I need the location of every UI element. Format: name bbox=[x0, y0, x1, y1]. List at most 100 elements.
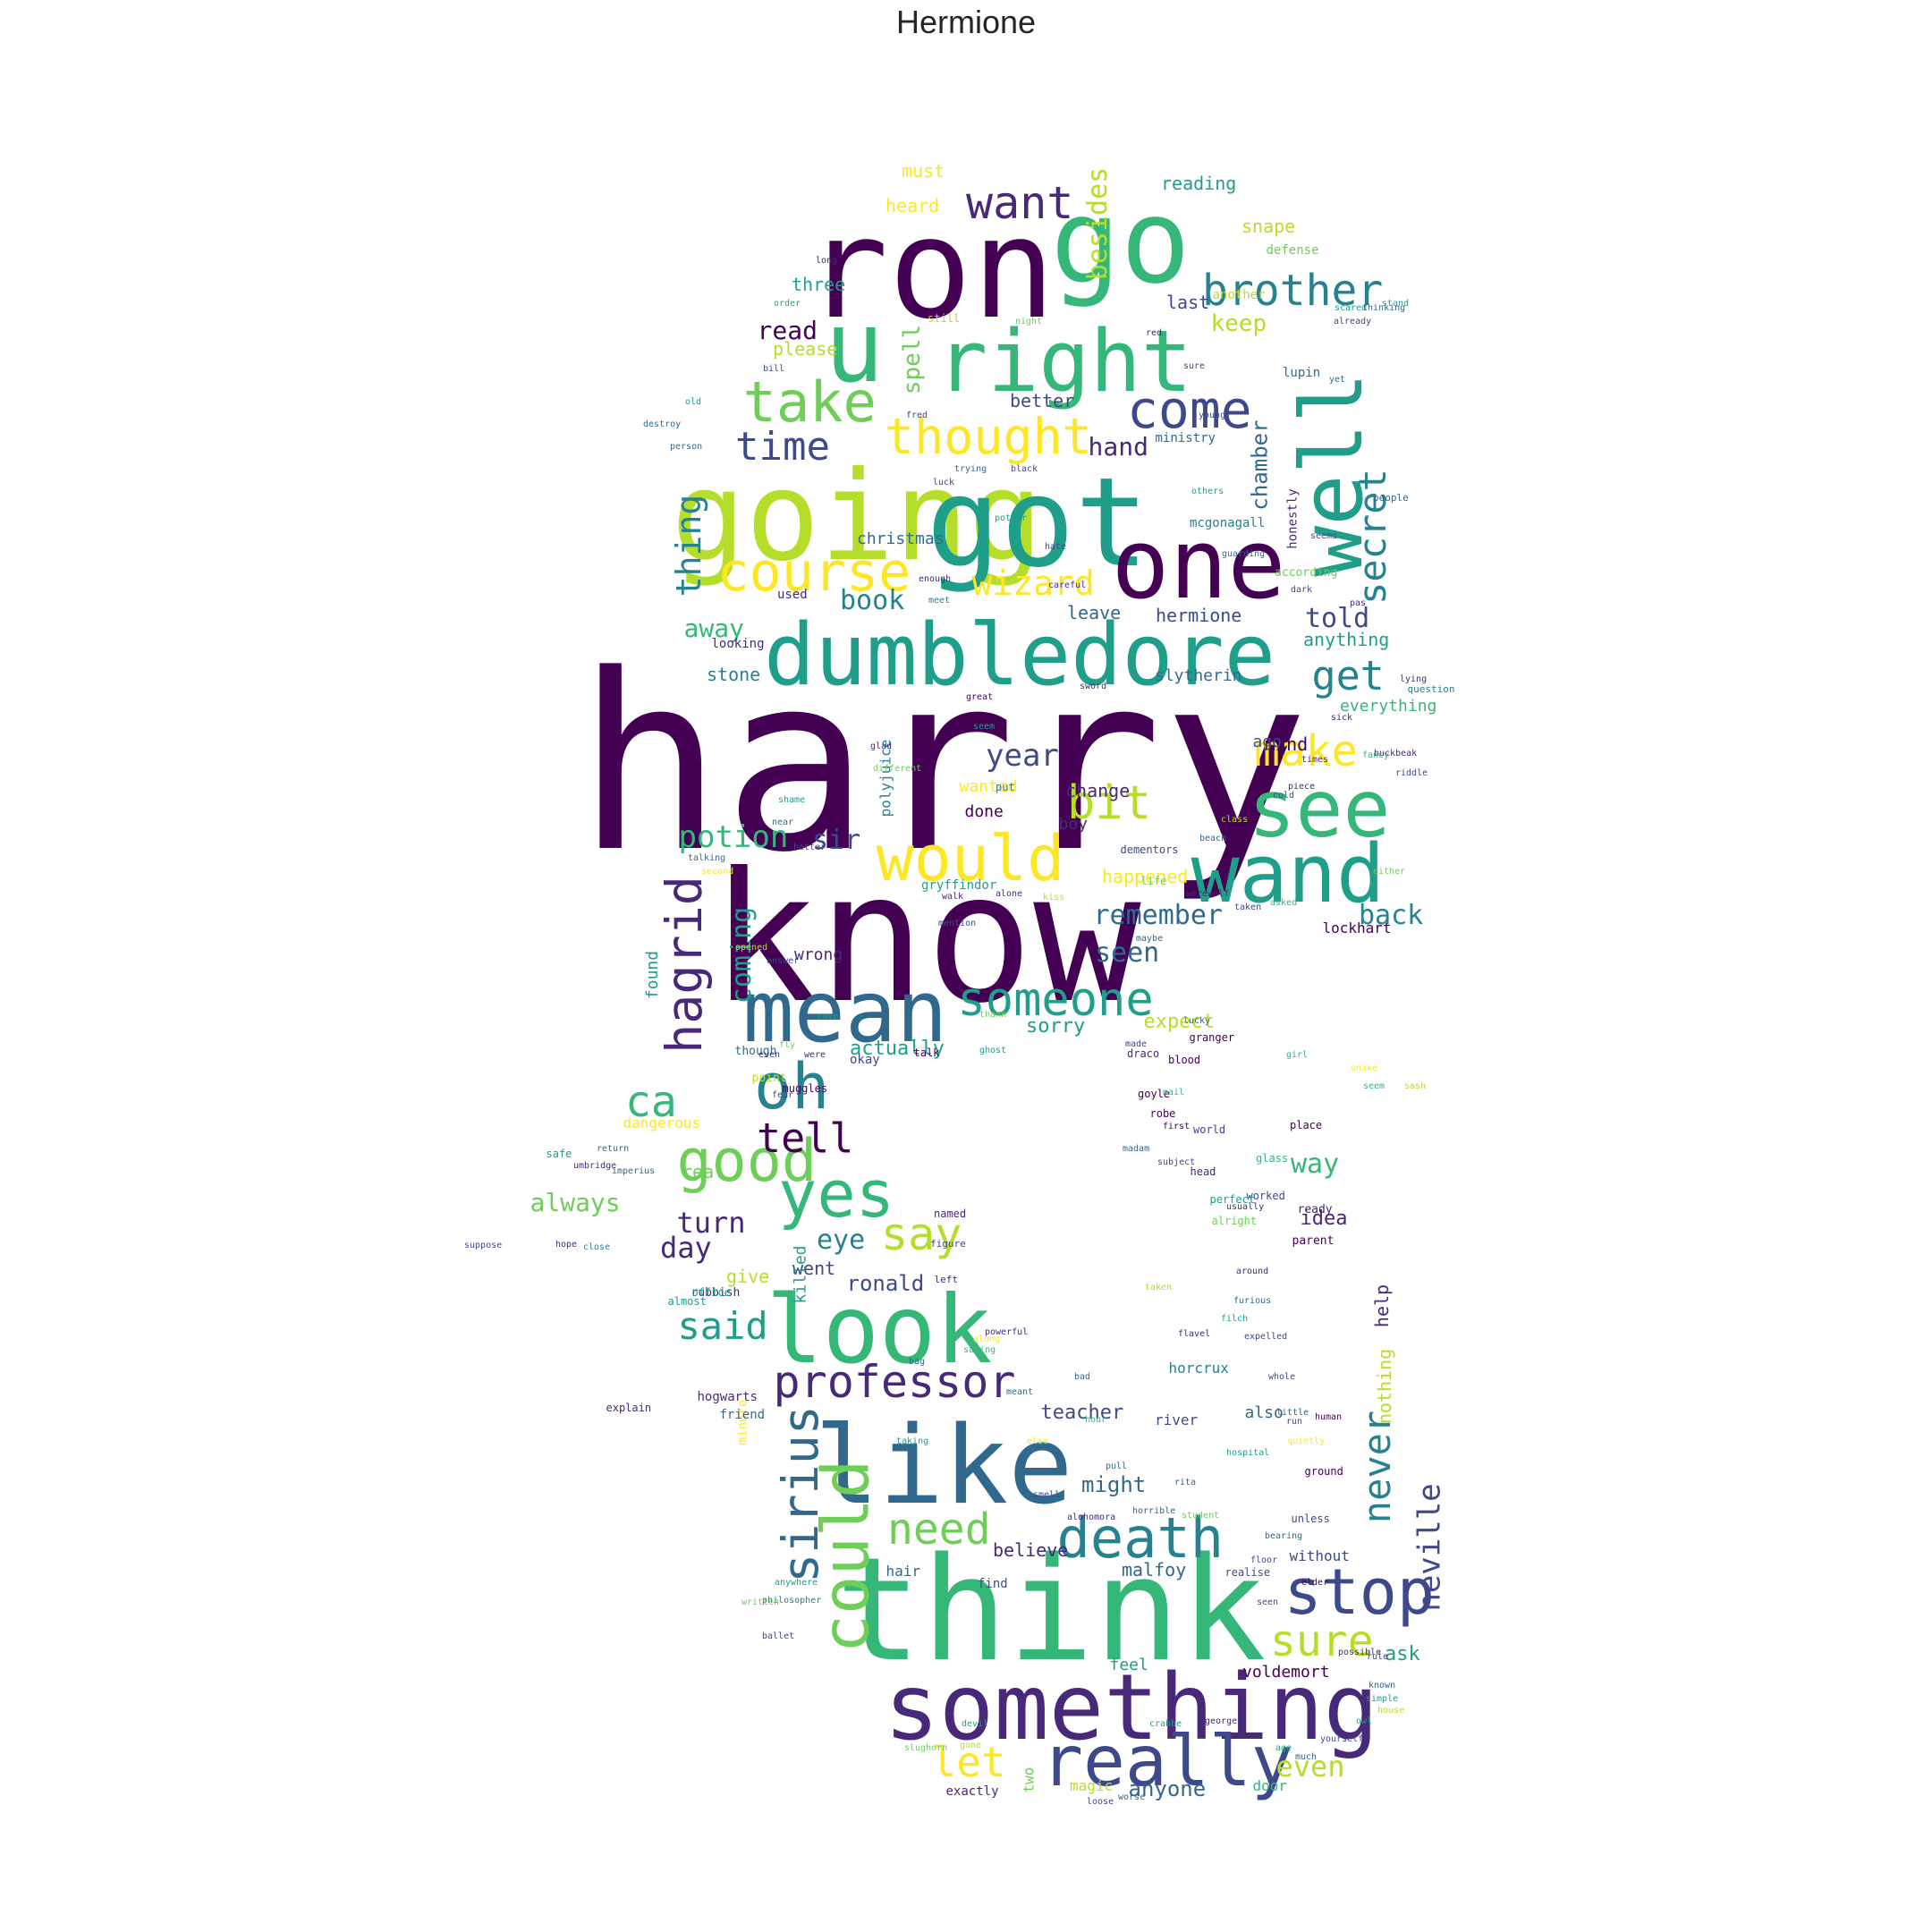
cloud-word: yes bbox=[778, 1157, 895, 1232]
cloud-word: ministry bbox=[1155, 431, 1216, 445]
cloud-word: old bbox=[685, 397, 702, 407]
cloud-word: let bbox=[931, 1738, 1006, 1786]
cloud-word: george bbox=[1205, 1716, 1238, 1726]
cloud-word: girl bbox=[1286, 1050, 1309, 1060]
cloud-word: honestly bbox=[1285, 488, 1301, 549]
cloud-word: others bbox=[1191, 487, 1224, 496]
cloud-word: come bbox=[1127, 379, 1252, 440]
cloud-word: sure bbox=[1270, 1616, 1374, 1666]
cloud-word: explain bbox=[606, 1402, 652, 1414]
cloud-word: secret bbox=[1350, 469, 1394, 605]
cloud-word: ground bbox=[1304, 1465, 1343, 1478]
cloud-word: went bbox=[792, 1258, 836, 1279]
cloud-word: potter bbox=[995, 513, 1028, 523]
cloud-word: trying bbox=[954, 464, 987, 474]
cloud-word: point bbox=[751, 1071, 787, 1085]
cloud-word: goyle bbox=[1138, 1088, 1171, 1100]
cloud-word: worked bbox=[1246, 1190, 1285, 1202]
cloud-word: told bbox=[1305, 603, 1370, 634]
cloud-word: hogwarts bbox=[697, 1390, 758, 1404]
cloud-word: seem bbox=[1363, 1081, 1385, 1091]
cloud-word: simple bbox=[1366, 1694, 1399, 1704]
cloud-word: still bbox=[928, 312, 961, 325]
cloud-word: beach bbox=[1199, 834, 1227, 843]
cloud-word: ron bbox=[805, 187, 1055, 350]
cloud-word: even bbox=[1275, 1750, 1345, 1784]
cloud-word: crabbe bbox=[1149, 1719, 1182, 1729]
cloud-word: maybe bbox=[1136, 934, 1164, 944]
cloud-word: okay bbox=[850, 1053, 880, 1067]
cloud-word: cold bbox=[1273, 791, 1295, 801]
cloud-word: stop bbox=[1284, 1555, 1436, 1629]
cloud-word: taking bbox=[896, 1436, 929, 1446]
cloud-word: suppose bbox=[464, 1241, 503, 1250]
cloud-word: another bbox=[1212, 288, 1266, 302]
cloud-word: rubbish bbox=[691, 1285, 741, 1300]
cloud-word: life bbox=[1140, 875, 1167, 887]
cloud-word: hour bbox=[1085, 1415, 1107, 1425]
cloud-word: devil bbox=[962, 1719, 989, 1729]
cloud-word: heard bbox=[886, 195, 940, 216]
cloud-word: get bbox=[1311, 651, 1385, 699]
cloud-word: head bbox=[1190, 1165, 1216, 1178]
cloud-word: glass bbox=[1256, 1152, 1289, 1165]
cloud-word: fancy bbox=[1362, 750, 1390, 760]
cloud-word: order bbox=[774, 299, 801, 309]
cloud-word: thought bbox=[885, 407, 1092, 465]
cloud-word: turn bbox=[676, 1206, 746, 1240]
cloud-word: glad bbox=[870, 741, 893, 751]
cloud-word: teacher bbox=[1040, 1402, 1124, 1424]
cloud-word: seen bbox=[1095, 937, 1160, 969]
cloud-word: mcgonagall bbox=[1190, 516, 1266, 530]
cloud-word: brother bbox=[1202, 266, 1384, 316]
cloud-word: besides bbox=[1082, 166, 1114, 281]
cloud-word: perfect bbox=[1209, 1193, 1256, 1206]
cloud-word: ghost bbox=[979, 1046, 1007, 1055]
cloud-word: gone bbox=[960, 1741, 982, 1750]
cloud-word: gryffindor bbox=[921, 878, 997, 893]
cloud-word: river bbox=[1155, 1411, 1199, 1428]
cloud-word: almost bbox=[667, 1295, 707, 1308]
cloud-word: thinking bbox=[1362, 303, 1406, 313]
cloud-word: used bbox=[777, 588, 808, 602]
cloud-word: luck bbox=[933, 478, 955, 487]
cloud-word: hagrid bbox=[655, 875, 713, 1054]
cloud-word: dementors bbox=[1120, 843, 1179, 856]
cloud-word: hate bbox=[1045, 542, 1067, 552]
cloud-word: way bbox=[1291, 1148, 1340, 1180]
cloud-word: granger bbox=[1189, 1031, 1235, 1044]
cloud-word: lockhart bbox=[1322, 919, 1392, 936]
cloud-word: dark bbox=[1291, 585, 1313, 595]
cloud-word: around bbox=[1236, 1267, 1269, 1276]
cloud-word: owl bbox=[1356, 1716, 1373, 1726]
cloud-word: everything bbox=[1340, 697, 1437, 716]
cloud-word: seems bbox=[1310, 531, 1338, 541]
cloud-word: magic bbox=[1070, 1777, 1114, 1794]
cloud-word: seen bbox=[1257, 1597, 1279, 1607]
cloud-word: look bbox=[766, 1275, 993, 1385]
cloud-word: sure bbox=[1183, 361, 1206, 371]
cloud-word: scared bbox=[1335, 303, 1368, 313]
cloud-word: mind bbox=[1265, 733, 1309, 755]
cloud-word: slytherin bbox=[1155, 666, 1242, 685]
cloud-word: safe bbox=[546, 1148, 572, 1160]
cloud-word: oh bbox=[754, 1050, 830, 1123]
cloud-word: know bbox=[710, 835, 1141, 1043]
cloud-word: reading bbox=[1161, 173, 1237, 194]
cloud-word: draco bbox=[1127, 1047, 1160, 1060]
cloud-word: person bbox=[670, 442, 703, 452]
cloud-word: keep bbox=[1210, 310, 1267, 337]
cloud-word: whole bbox=[1268, 1372, 1296, 1382]
cloud-word: hatter bbox=[793, 843, 826, 852]
cloud-word: furious bbox=[1233, 1296, 1272, 1306]
cloud-word: real bbox=[682, 1161, 725, 1182]
cloud-word: christmas bbox=[857, 530, 945, 548]
cloud-word: help bbox=[1371, 1284, 1394, 1328]
cloud-word: coming bbox=[726, 906, 758, 1004]
cloud-word: ronald bbox=[846, 1271, 925, 1296]
cloud-word: parent bbox=[1292, 1233, 1335, 1248]
cloud-word: subject bbox=[1157, 1157, 1196, 1167]
cloud-word: away bbox=[683, 614, 744, 643]
cloud-word: enough bbox=[919, 574, 952, 584]
cloud-word: read bbox=[757, 316, 818, 345]
